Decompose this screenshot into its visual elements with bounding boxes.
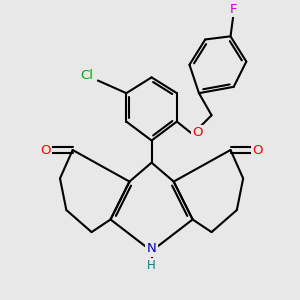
Text: O: O <box>192 126 202 139</box>
Text: H: H <box>147 259 156 272</box>
Text: Cl: Cl <box>80 69 93 82</box>
Text: O: O <box>40 143 51 157</box>
Text: F: F <box>230 3 237 16</box>
Text: N: N <box>147 242 157 255</box>
Text: O: O <box>252 143 262 157</box>
